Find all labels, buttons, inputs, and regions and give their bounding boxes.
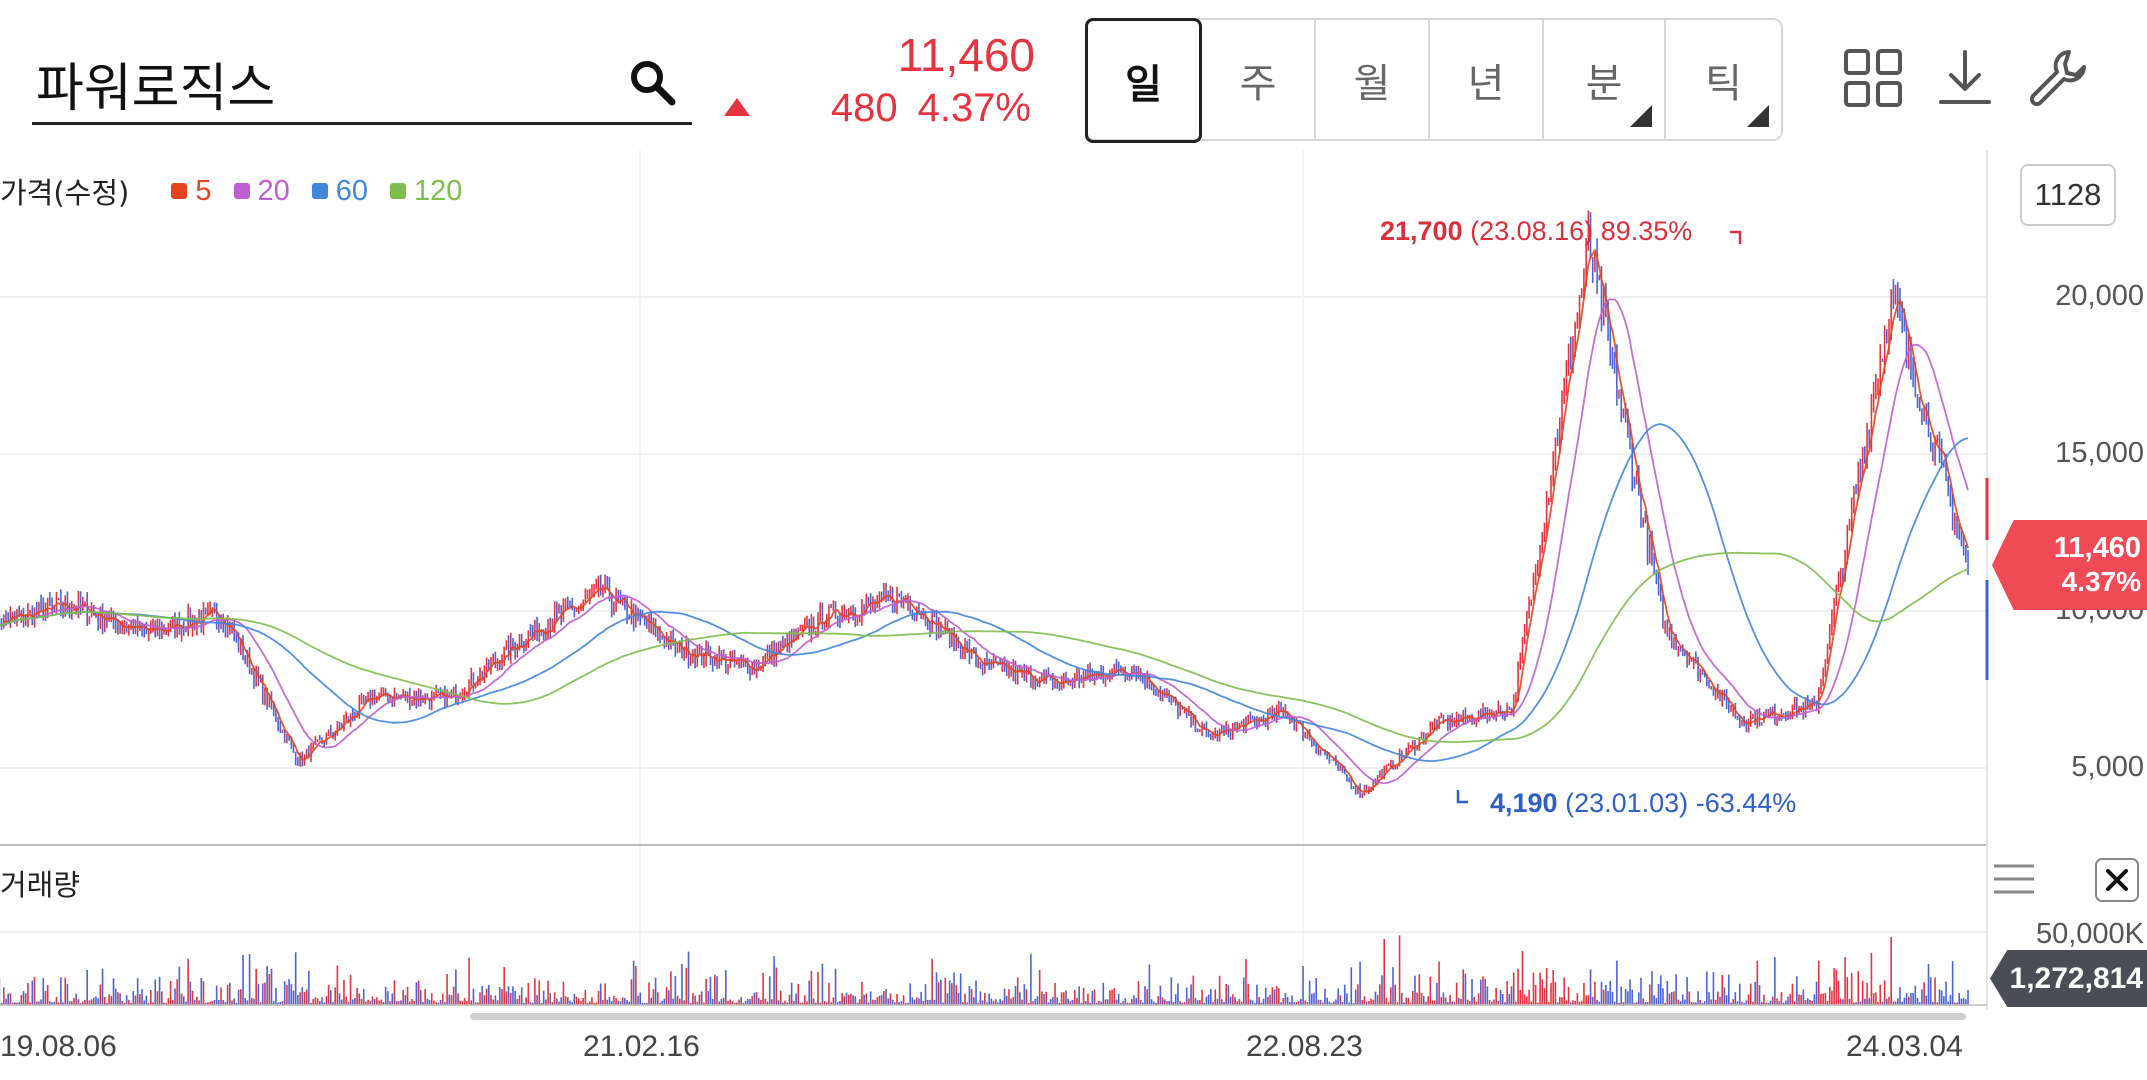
close-panel-button[interactable] [2095, 858, 2139, 902]
y-tick-label: 20,000 [2055, 280, 2144, 312]
current-price-tag: 11,460 4.37% [1992, 520, 2147, 610]
x-tick-label: 19.08.06 [0, 1030, 117, 1063]
legend-swatch [233, 183, 250, 199]
volume-bars [0, 935, 1987, 1006]
data-count-button[interactable]: 1128 [2020, 164, 2116, 226]
current-price: 11,460 [897, 29, 1035, 81]
tab-daily[interactable]: 일 [1085, 18, 1202, 143]
ma120-line [0, 551, 1969, 743]
current-volume-tag: 1,272,814 [1990, 950, 2147, 1007]
legend-ma5[interactable]: 5 [171, 175, 212, 208]
tab-weekly[interactable]: 주 [1202, 20, 1316, 139]
close-icon [2106, 869, 2128, 891]
download-icon[interactable] [1935, 48, 1995, 108]
x-tick-label: 22.08.23 [1246, 1030, 1363, 1063]
tab-monthly[interactable]: 월 [1316, 20, 1430, 139]
tab-yearly[interactable]: 년 [1430, 20, 1544, 139]
high-marker-icon [1730, 230, 1742, 244]
volume-tick-label: 50,000K [2035, 918, 2144, 950]
price-change: 480 4.37% [831, 86, 1031, 131]
change-percent: 4.37% [917, 86, 1031, 130]
x-tick-label: 24.03.04 [1846, 1030, 1963, 1063]
menu-icon[interactable] [1992, 862, 2036, 896]
legend-title: 가격(수정) [0, 176, 130, 210]
legend-ma60[interactable]: 60 [311, 175, 368, 208]
change-amount: 480 [830, 86, 898, 130]
legend-ma20[interactable]: 20 [233, 175, 290, 208]
ma5-line [0, 248, 1969, 793]
price-volume-chart[interactable] [0, 150, 2147, 1030]
legend-swatch [311, 183, 328, 199]
low-marker-icon [1456, 790, 1468, 804]
tab-tick[interactable]: 틱 [1666, 20, 1781, 139]
legend-swatch [171, 183, 188, 199]
high-annotation: 21,700 (23.08.16) 89.35% [1380, 216, 1693, 246]
chart-legend: 가격(수정) 5 20 60 120 [0, 170, 484, 212]
tab-minute[interactable]: 분 [1544, 20, 1666, 139]
wrench-icon[interactable] [2027, 48, 2087, 108]
x-tick-label: 21.02.16 [583, 1030, 700, 1063]
ma60-line [0, 423, 1969, 762]
y-tick-label: 5,000 [2071, 751, 2144, 783]
price-candles [0, 210, 1969, 799]
grid-icon[interactable] [1843, 48, 1903, 108]
submenu-corner-icon [1747, 105, 1769, 127]
legend-swatch [390, 183, 407, 199]
chart-grid [0, 150, 1987, 1008]
legend-ma120[interactable]: 120 [390, 175, 462, 208]
stock-name: 파워로직스 [36, 59, 276, 119]
submenu-corner-icon [1630, 105, 1652, 127]
price-up-arrow-icon [724, 98, 750, 116]
chart-scrollbar[interactable] [470, 1013, 1966, 1020]
ma20-line [0, 298, 1969, 785]
volume-label: 거래량 [0, 868, 81, 902]
moving-average-lines [0, 248, 1969, 793]
low-annotation: 4,190 (23.01.03) -63.44% [1490, 788, 1797, 818]
y-tick-label: 15,000 [2055, 437, 2144, 469]
stock-search-field[interactable]: 파워로직스 [32, 40, 692, 125]
period-selector: 일 주 월 년 분 틱 [1085, 18, 1783, 143]
search-icon[interactable] [628, 58, 676, 106]
